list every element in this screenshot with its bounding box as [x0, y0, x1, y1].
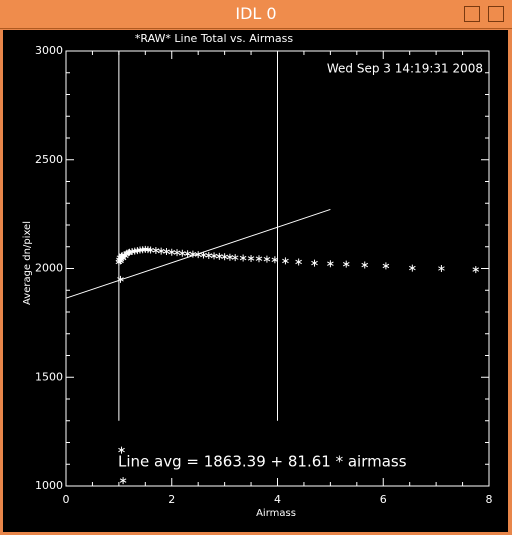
minimize-button[interactable] [464, 6, 480, 22]
point [173, 249, 181, 257]
y-tick-label: 1500 [35, 370, 63, 383]
y-axis-label: Average dn/pixel [22, 221, 33, 305]
point [210, 252, 218, 260]
title-bar: IDL 0 [0, 0, 512, 29]
y-tick-label: 1000 [35, 479, 63, 492]
point [295, 258, 302, 266]
point [239, 254, 247, 262]
point [168, 248, 176, 256]
point [263, 255, 271, 263]
x-tick-label: 6 [380, 493, 387, 506]
point [163, 248, 170, 256]
point [255, 255, 263, 263]
annotation: Line avg = 1863.39 + 81.61 * airmass [118, 453, 407, 471]
point [205, 251, 213, 259]
x-axis-label: Airmass [256, 508, 296, 519]
point [361, 261, 369, 269]
point [221, 253, 228, 261]
point [117, 275, 124, 283]
timestamp: Wed Sep 3 14:19:31 2008 [327, 62, 483, 76]
y-tick-label: 2000 [35, 262, 63, 275]
point [342, 260, 350, 268]
x-tick-label: 4 [274, 493, 281, 506]
point [194, 251, 202, 259]
point [382, 262, 390, 270]
x-tick-label: 0 [63, 493, 70, 506]
point [184, 250, 191, 258]
point [438, 265, 445, 272]
point [271, 256, 279, 264]
point [157, 247, 165, 255]
point [179, 249, 186, 257]
point [231, 254, 239, 262]
point [282, 257, 289, 265]
point [119, 477, 127, 485]
point [136, 246, 144, 254]
y-tick-label: 2500 [35, 153, 63, 166]
chart-title: *RAW* Line Total vs. Airmass [135, 32, 293, 45]
point [216, 252, 223, 260]
point [142, 245, 149, 253]
point [327, 260, 334, 268]
chart: *RAW* Line Total vs. Airmass Wed Sep 3 1… [3, 30, 508, 532]
point [152, 246, 160, 254]
x-tick-label: 2 [168, 493, 175, 506]
point [189, 250, 197, 258]
point [247, 254, 255, 262]
point [409, 264, 416, 272]
x-tick-label: 8 [486, 493, 493, 506]
maximize-button[interactable] [488, 6, 504, 22]
point [472, 266, 480, 274]
y-tick-label: 3000 [35, 44, 63, 57]
window-title: IDL 0 [235, 4, 277, 23]
point [118, 446, 125, 454]
point [226, 253, 234, 261]
point [311, 259, 318, 267]
point [200, 251, 207, 259]
point [147, 246, 154, 254]
